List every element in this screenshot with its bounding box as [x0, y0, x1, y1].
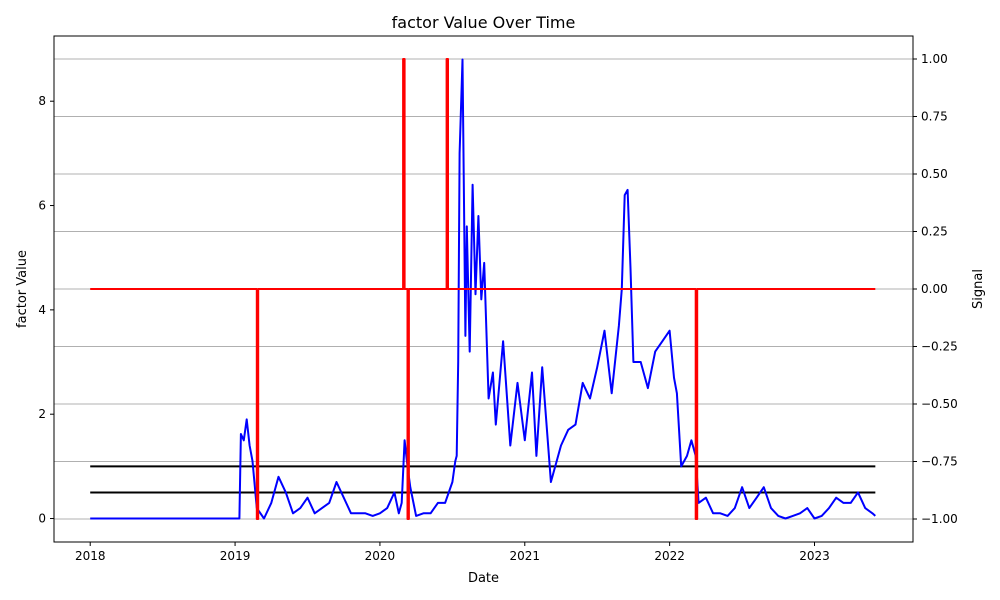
- x-tick-label-1: 2019: [220, 549, 251, 563]
- y-tick-label-1: 2: [38, 407, 46, 421]
- y-right-tick-label-0: −1.00: [921, 512, 958, 526]
- x-tick-label-2: 2020: [365, 549, 396, 563]
- x-tick-label-4: 2022: [654, 549, 685, 563]
- x-tick-label-5: 2023: [799, 549, 830, 563]
- x-tick-label-0: 2018: [75, 549, 106, 563]
- y-right-tick-label-4: 0.00: [921, 282, 948, 296]
- plot-area: [90, 58, 876, 520]
- y-right-tick-label-6: 0.50: [921, 167, 948, 181]
- y-axis-label: factor Value: [15, 250, 30, 328]
- y-tick-label-3: 6: [38, 199, 46, 213]
- y-right-tick-label-2: −0.50: [921, 397, 958, 411]
- y-tick-label-2: 4: [38, 303, 46, 317]
- x-tick-label-3: 2021: [510, 549, 541, 563]
- y-tick-label-0: 0: [38, 512, 46, 526]
- chart-title: factor Value Over Time: [392, 13, 576, 32]
- x-axis-label: Date: [468, 571, 499, 586]
- y-axis-right-label: Signal: [971, 269, 986, 309]
- y-axis-right: −1.00 −0.75 −0.50 −0.25 0.00 0.25 0.50 0.75 1.00: [913, 52, 958, 526]
- y-right-tick-label-3: −0.25: [921, 340, 958, 354]
- y-right-tick-label-1: −0.75: [921, 455, 958, 469]
- y-right-tick-label-5: 0.25: [921, 225, 948, 239]
- factor-series-line: [90, 58, 876, 520]
- signal-series-line: [90, 58, 876, 520]
- y-tick-label-4: 8: [38, 94, 46, 108]
- y-right-tick-label-8: 1.00: [921, 52, 948, 66]
- y-right-tick-label-7: 0.75: [921, 110, 948, 124]
- x-axis: 2018 2019 2020 2021 2022 2023: [75, 542, 830, 563]
- y-axis-left: 0 2 4 6 8: [38, 94, 54, 526]
